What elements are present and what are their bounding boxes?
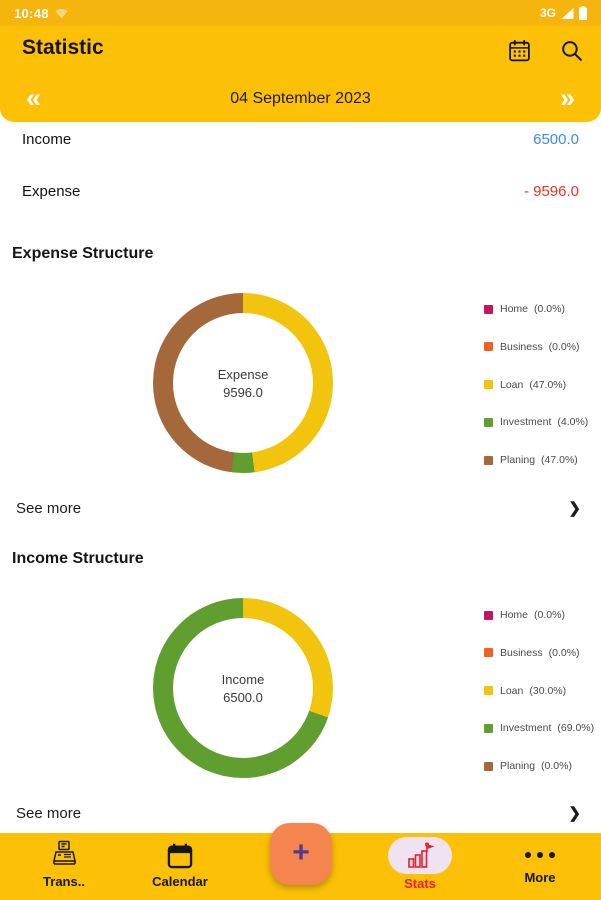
- legend-swatch: [484, 723, 493, 733]
- income-label: Income: [22, 131, 72, 148]
- legend-item-home: Home (0.0%): [484, 303, 596, 315]
- expense-donut-chart: Expense 9596.0: [153, 293, 333, 473]
- legend-swatch: [484, 417, 493, 427]
- nav-item-calendar[interactable]: Calendar: [138, 833, 222, 900]
- legend-pct: (30.0%): [529, 684, 567, 697]
- legend-item-home: Home (0.0%): [484, 609, 596, 621]
- legend-pct: (0.0%): [534, 609, 565, 621]
- expense-structure-title: Expense Structure: [12, 245, 154, 262]
- search-button[interactable]: [557, 36, 585, 64]
- income-structure-title: Income Structure: [12, 550, 144, 567]
- income-donut-center: Income 6500.0: [173, 618, 313, 758]
- income-donut-chart: Income 6500.0: [153, 598, 333, 778]
- donut-center-value: 6500.0: [223, 689, 263, 705]
- signal-icon: [561, 7, 574, 19]
- next-date-button[interactable]: »: [559, 83, 575, 113]
- page-title: Statistic: [22, 36, 104, 59]
- legend-swatch: [484, 304, 493, 314]
- income-value: 6500.0: [533, 131, 579, 148]
- legend-label: Planing: [500, 454, 536, 466]
- calendar-icon: [167, 843, 193, 869]
- legend-label: Investment: [500, 416, 552, 429]
- legend-swatch: [484, 686, 493, 695]
- legend-item-loan: Loan (47.0%): [484, 379, 596, 391]
- status-bar: 10:48 3G: [0, 0, 601, 26]
- add-transaction-fab[interactable]: +: [270, 823, 332, 885]
- expense-donut-center: Expense 9596.0: [173, 313, 313, 453]
- legend-item-investment: Investment (69.0%): [484, 722, 596, 734]
- legend-label: Home: [500, 303, 529, 315]
- legend-item-business: Business (0.0%): [484, 647, 596, 659]
- expense-see-more-link[interactable]: See more ❯: [16, 499, 581, 518]
- nav-label-transactions: Trans..: [43, 874, 85, 889]
- expense-label: Expense: [22, 183, 81, 200]
- legend-pct: (69.0%): [557, 722, 595, 735]
- legend-label: Planing: [500, 760, 536, 772]
- legend-pct: (0.0%): [541, 760, 572, 772]
- legend-swatch: [484, 455, 493, 465]
- legend-pct: (47.0%): [529, 378, 567, 391]
- legend-swatch: [484, 648, 493, 658]
- calendar-icon: [508, 39, 530, 61]
- more-dots-icon: [525, 852, 555, 858]
- legend-item-planing: Planing (47.0%): [484, 454, 596, 466]
- legend-swatch: [484, 380, 493, 389]
- nav-item-more[interactable]: More: [500, 833, 580, 900]
- legend-label: Loan: [500, 684, 524, 697]
- donut-center-label: Income: [221, 671, 265, 687]
- app-header: Statistic: [0, 26, 601, 122]
- calendar-picker-button[interactable]: [505, 36, 533, 64]
- legend-item-planing: Planing (0.0%): [484, 760, 596, 772]
- expense-value: - 9596.0: [523, 183, 579, 200]
- legend-item-investment: Investment (4.0%): [484, 416, 596, 428]
- income-summary-row: Income 6500.0: [22, 131, 579, 148]
- legend-pct: (4.0%): [557, 416, 589, 429]
- chevron-right-icon: ❯: [568, 500, 581, 517]
- clock: 10:48: [14, 5, 49, 21]
- expense-summary-row: Expense - 9596.0: [22, 183, 579, 200]
- legend-item-business: Business (0.0%): [484, 341, 596, 353]
- legend-label: Home: [500, 609, 529, 621]
- nav-item-transactions[interactable]: Trans..: [24, 833, 104, 900]
- wifi-icon: [55, 8, 68, 18]
- stats-active-pill: [388, 837, 452, 874]
- legend-pct: (0.0%): [534, 303, 565, 315]
- previous-date-button[interactable]: «: [26, 83, 42, 113]
- expense-chart-legend: Home (0.0%) Business (0.0%) Loan (47.0%) Inves…: [484, 303, 596, 466]
- see-more-label: See more: [16, 499, 82, 517]
- battery-icon: [579, 6, 587, 20]
- date-navigation: « 04 September 2023 »: [0, 83, 601, 120]
- legend-swatch: [484, 610, 493, 620]
- legend-label: Loan: [500, 378, 524, 391]
- legend-swatch: [484, 342, 493, 352]
- nav-item-stats[interactable]: Stats: [378, 833, 462, 900]
- legend-item-loan: Loan (30.0%): [484, 685, 596, 697]
- legend-swatch: [484, 761, 493, 771]
- cash-register-icon: [52, 840, 76, 865]
- donut-center-value: 9596.0: [223, 384, 263, 400]
- nav-label-more: More: [524, 870, 556, 885]
- legend-pct: (0.0%): [548, 646, 580, 659]
- nav-label-stats: Stats: [404, 876, 436, 891]
- plus-icon: +: [292, 836, 310, 869]
- donut-center-label: Expense: [217, 366, 269, 382]
- legend-label: Investment: [500, 722, 552, 735]
- chevron-right-icon: ❯: [568, 805, 581, 822]
- network-type-label: 3G: [539, 6, 556, 20]
- legend-label: Business: [500, 340, 543, 353]
- income-chart-legend: Home (0.0%) Business (0.0%) Loan (30.0%) Inves…: [484, 609, 596, 772]
- legend-pct: (47.0%): [541, 454, 578, 466]
- nav-label-calendar: Calendar: [152, 874, 208, 889]
- current-date-label: 04 September 2023: [230, 90, 371, 107]
- legend-label: Business: [500, 646, 543, 659]
- stats-chart-icon: [408, 841, 435, 868]
- see-more-label: See more: [16, 804, 82, 822]
- search-icon: [561, 40, 582, 61]
- income-see-more-link[interactable]: See more ❯: [16, 804, 581, 823]
- legend-pct: (0.0%): [548, 340, 580, 353]
